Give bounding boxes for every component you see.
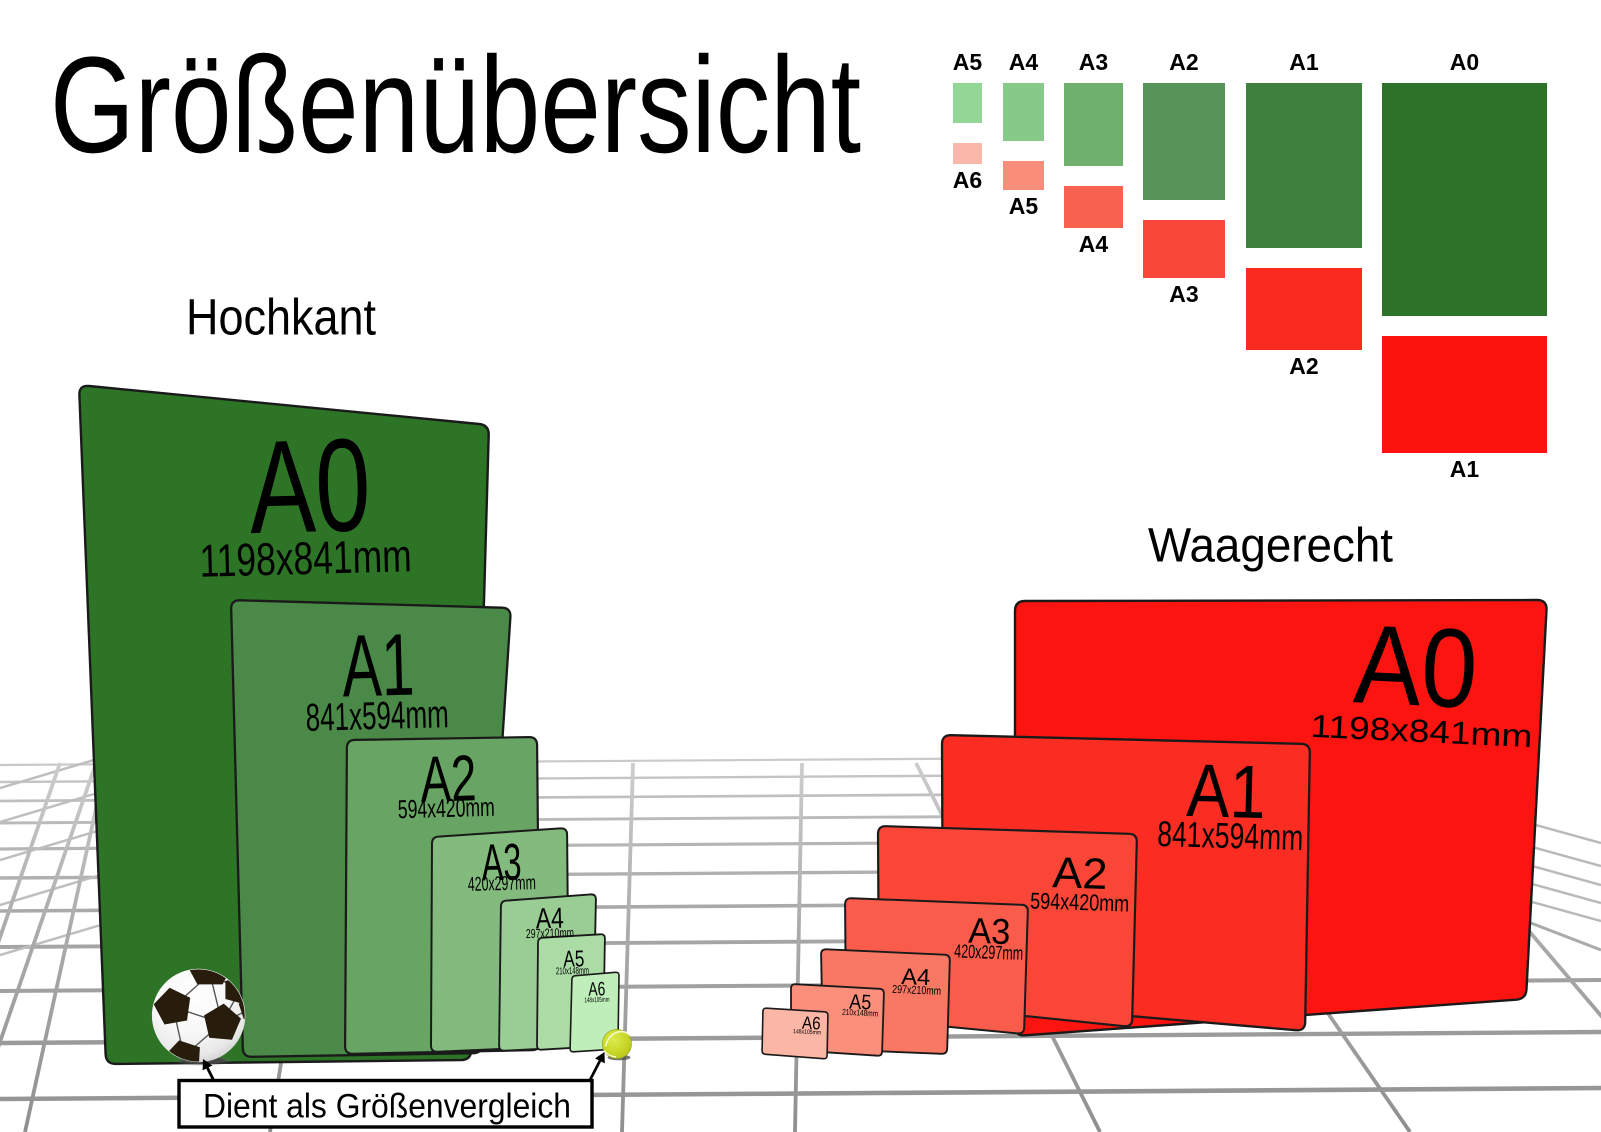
svg-text:1198x841mm: 1198x841mm	[199, 529, 412, 587]
svg-text:594x420mm: 594x420mm	[397, 792, 495, 825]
svg-text:Dient als Größenvergleich: Dient als Größenvergleich	[203, 1088, 571, 1126]
svg-text:A1: A1	[1186, 748, 1267, 834]
svg-text:148x105mm: 148x105mm	[584, 997, 609, 1005]
svg-text:A6: A6	[588, 978, 606, 1000]
svg-text:A4: A4	[1079, 231, 1109, 257]
svg-text:A6: A6	[953, 167, 982, 193]
svg-text:A2: A2	[1169, 49, 1198, 75]
svg-text:210x148mm: 210x148mm	[842, 1007, 878, 1019]
svg-text:297x210mm: 297x210mm	[892, 984, 941, 998]
svg-text:Größenübersicht: Größenübersicht	[50, 29, 861, 182]
svg-text:A5: A5	[563, 945, 585, 972]
svg-text:A0: A0	[1450, 49, 1479, 75]
svg-text:A4: A4	[535, 903, 564, 936]
svg-text:420x297mm: 420x297mm	[954, 941, 1024, 964]
svg-text:A3: A3	[481, 833, 523, 892]
svg-text:A4: A4	[1009, 49, 1039, 75]
svg-text:594x420mm: 594x420mm	[1030, 887, 1130, 916]
svg-text:A4: A4	[901, 963, 931, 990]
svg-text:148x105mm: 148x105mm	[793, 1028, 821, 1036]
svg-text:841x594mm: 841x594mm	[1157, 813, 1304, 858]
svg-text:A5: A5	[849, 990, 872, 1014]
svg-text:A5: A5	[1009, 193, 1039, 219]
svg-text:A6: A6	[802, 1013, 822, 1034]
svg-text:A3: A3	[1079, 49, 1108, 75]
svg-text:210x148mm: 210x148mm	[556, 966, 589, 978]
svg-text:297x210mm: 297x210mm	[526, 925, 574, 941]
svg-text:Hochkant: Hochkant	[186, 289, 376, 346]
svg-text:A2: A2	[1289, 353, 1318, 379]
svg-text:A0: A0	[247, 411, 372, 561]
svg-text:A2: A2	[1052, 849, 1108, 899]
svg-text:A1: A1	[1450, 456, 1480, 482]
svg-text:A3: A3	[968, 910, 1011, 952]
svg-text:A3: A3	[1169, 281, 1198, 307]
svg-text:A2: A2	[419, 741, 477, 815]
svg-text:A1: A1	[341, 615, 416, 716]
svg-text:Waagerecht: Waagerecht	[1148, 520, 1393, 573]
svg-text:A5: A5	[953, 49, 983, 75]
svg-text:A0: A0	[1351, 601, 1480, 732]
svg-text:841x594mm: 841x594mm	[305, 693, 449, 740]
svg-text:A1: A1	[1289, 49, 1319, 75]
svg-text:420x297mm: 420x297mm	[468, 872, 537, 896]
